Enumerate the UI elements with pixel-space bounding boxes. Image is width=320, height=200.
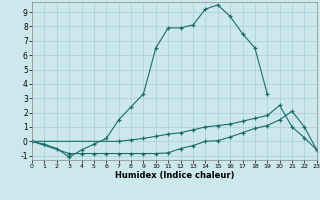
X-axis label: Humidex (Indice chaleur): Humidex (Indice chaleur) xyxy=(115,171,234,180)
